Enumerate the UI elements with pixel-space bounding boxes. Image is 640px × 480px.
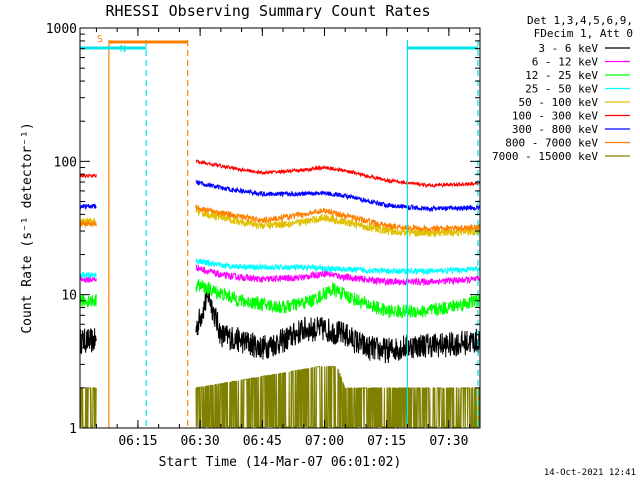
plot-frame xyxy=(79,27,481,429)
legend-label-6: 300 - 800 keV xyxy=(512,123,598,136)
legend-label-0: 3 - 6 keV xyxy=(538,42,598,55)
legend-label-7: 800 - 7000 keV xyxy=(505,137,598,150)
series-6-segment-2 xyxy=(195,179,481,213)
x-tick-label-5: 07:30 xyxy=(429,434,468,449)
legend-label-1: 6 - 12 keV xyxy=(532,56,599,69)
series-8 xyxy=(80,365,481,428)
series-3-segment-2 xyxy=(195,258,481,276)
axes: 06:15 06:30 06:45 07:00 07:15 07:30 1 10 100 1000 xyxy=(46,22,480,449)
y-axis-label: Count Rate (s⁻¹ detector⁻¹) xyxy=(20,122,35,333)
series-2-segment-2 xyxy=(195,279,481,320)
series-8-segment-2 xyxy=(195,365,481,428)
legend-label-2: 12 - 25 keV xyxy=(525,69,598,82)
legend-label-3: 25 - 50 keV xyxy=(525,83,598,96)
series-7-segment-2 xyxy=(195,204,481,233)
x-axis-label: Start Time (14-Mar-07 06:01:02) xyxy=(159,455,402,470)
series-6-segment-1 xyxy=(79,203,97,211)
y-tick-label-1: 10 xyxy=(61,289,77,304)
series-3 xyxy=(79,258,481,280)
x-tick-label-2: 06:45 xyxy=(243,434,282,449)
legend-header: Det 1,3,4,5,6,9, FDecim 1, Att 0 xyxy=(527,14,633,40)
series-7 xyxy=(79,204,481,233)
legend-label-5: 100 - 300 keV xyxy=(512,110,598,123)
series-0 xyxy=(79,286,481,364)
y-tick-label-3: 1000 xyxy=(46,22,77,37)
series-4-segment-2 xyxy=(195,208,481,238)
y-tick-label-0: 1 xyxy=(69,422,77,437)
flag-markers: SN xyxy=(80,34,479,428)
series-0-segment-1 xyxy=(79,328,97,355)
generated-timestamp: 14-Oct-2021 12:41 xyxy=(544,468,636,478)
series-0-segment-2 xyxy=(195,286,481,364)
series-7-segment-1 xyxy=(79,219,97,229)
series-5-segment-2 xyxy=(195,159,481,189)
legend-label-8: 7000 - 15000 keV xyxy=(492,150,598,163)
chart-title: RHESSI Observing Summary Count Rates xyxy=(105,2,430,20)
series-8-segment-1 xyxy=(80,387,97,428)
series-3-segment-1 xyxy=(79,272,97,280)
legend-label-4: 50 - 100 keV xyxy=(519,96,599,109)
y-tick-label-2: 100 xyxy=(54,155,77,170)
legend-header-line-2: FDecim 1, Att 0 xyxy=(534,27,633,40)
series-1-segment-2 xyxy=(195,264,481,287)
series-6 xyxy=(79,179,481,213)
x-tick-label-4: 07:15 xyxy=(367,434,406,449)
x-tick-label-3: 07:00 xyxy=(305,434,344,449)
flag-label-0: S xyxy=(97,34,103,45)
series-1-segment-1 xyxy=(79,275,97,283)
series-layer xyxy=(79,159,481,428)
series-5 xyxy=(79,159,481,189)
x-tick-label-1: 06:30 xyxy=(181,434,220,449)
x-tick-label-0: 06:15 xyxy=(118,434,157,449)
series-1 xyxy=(79,264,481,287)
series-4 xyxy=(79,208,481,238)
legend-header-line-1: Det 1,3,4,5,6,9, xyxy=(527,14,633,27)
series-5-segment-1 xyxy=(79,172,97,179)
flag-label-1: N xyxy=(120,44,126,55)
